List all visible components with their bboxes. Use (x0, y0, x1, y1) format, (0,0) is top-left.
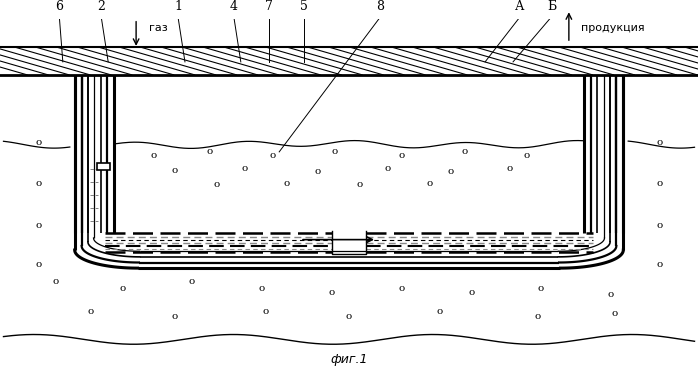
Text: о: о (189, 277, 195, 286)
Text: о: о (242, 164, 247, 173)
Text: о: о (468, 288, 474, 297)
Text: 1: 1 (174, 0, 182, 13)
Text: А: А (515, 0, 525, 13)
Text: о: о (269, 151, 275, 160)
Text: газ: газ (149, 23, 168, 33)
Text: о: о (329, 288, 334, 297)
Text: о: о (608, 290, 614, 299)
Text: о: о (657, 260, 662, 269)
Text: о: о (36, 220, 41, 230)
Text: о: о (657, 138, 662, 147)
Text: 4: 4 (230, 0, 238, 13)
Text: о: о (385, 164, 390, 173)
Text: о: о (88, 307, 94, 316)
Text: о: о (207, 147, 212, 156)
Text: Б: Б (547, 0, 556, 13)
Text: о: о (426, 178, 432, 188)
Text: о: о (657, 179, 662, 188)
Text: о: о (36, 179, 41, 188)
Text: 7: 7 (265, 0, 273, 13)
Text: о: о (151, 151, 156, 160)
Text: о: о (399, 284, 404, 293)
Text: о: о (611, 309, 617, 318)
Text: о: о (283, 178, 289, 188)
Text: 8: 8 (376, 0, 385, 13)
Text: о: о (461, 147, 467, 156)
Bar (97, 164, 110, 170)
Text: о: о (36, 260, 41, 269)
Text: о: о (214, 180, 219, 189)
Bar (0, 47, 698, 75)
Text: о: о (172, 312, 177, 321)
Text: о: о (524, 151, 530, 160)
Text: о: о (507, 164, 512, 173)
Text: о: о (538, 284, 544, 293)
Text: о: о (437, 307, 443, 316)
Text: о: о (315, 167, 320, 176)
Text: о: о (53, 277, 59, 286)
Text: о: о (399, 151, 404, 160)
Text: 2: 2 (97, 0, 105, 13)
Text: 5: 5 (299, 0, 308, 13)
Text: фиг.1: фиг.1 (330, 352, 368, 366)
Text: о: о (119, 284, 125, 293)
Text: о: о (357, 180, 362, 189)
Text: о: о (657, 220, 662, 230)
Text: 6: 6 (55, 0, 64, 13)
Text: о: о (346, 312, 352, 321)
Text: о: о (36, 138, 41, 147)
Text: продукция: продукция (581, 23, 645, 33)
Text: о: о (332, 147, 338, 156)
Text: о: о (259, 284, 265, 293)
Text: о: о (535, 312, 540, 321)
Text: о: о (172, 166, 177, 175)
Bar (0, 0, 698, 19)
Text: о: о (262, 307, 268, 316)
Text: о: о (447, 167, 453, 176)
